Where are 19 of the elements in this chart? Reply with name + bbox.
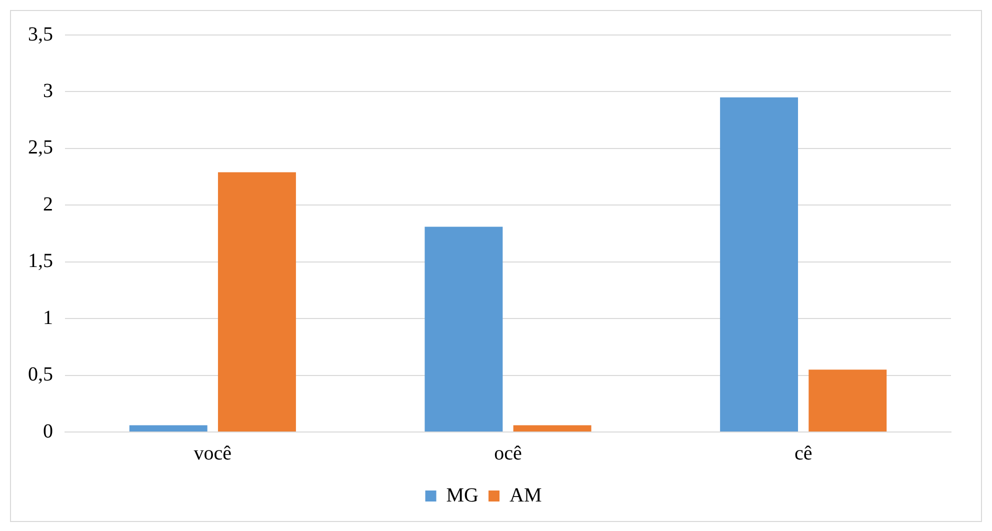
bar (424, 226, 503, 432)
bar (129, 425, 208, 432)
legend-label: MG (446, 484, 479, 506)
y-tick-label: 0,5 (28, 364, 53, 386)
bar (808, 370, 887, 432)
x-tick-label: cê (794, 442, 812, 464)
bar (720, 97, 798, 432)
y-tick-label: 1 (43, 306, 53, 329)
bar (513, 425, 592, 432)
legend-label: AM (510, 484, 542, 506)
y-tick-label: 3,5 (28, 23, 53, 46)
x-tick-label: você (194, 442, 232, 464)
y-tick-label: 2,5 (28, 136, 53, 159)
bar (218, 172, 296, 432)
y-tick-label: 3 (43, 80, 53, 102)
x-tick-label: ocê (494, 442, 522, 464)
y-tick-label: 0 (43, 420, 53, 442)
y-tick-label: 2 (43, 193, 53, 216)
y-tick-label: 1,5 (28, 250, 53, 272)
